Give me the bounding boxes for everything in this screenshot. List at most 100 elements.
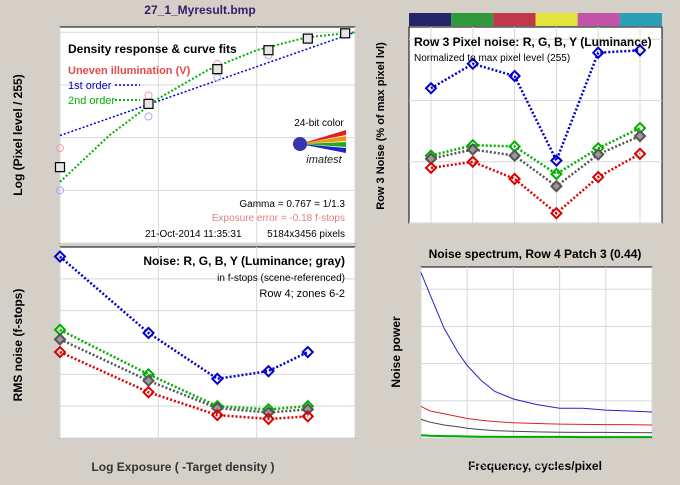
logo-name: imatest: [306, 154, 342, 166]
legend-1st-order: 1st order: [68, 80, 112, 92]
pixel-noise-line-b: [430, 49, 641, 164]
rms-point-y: [142, 374, 155, 388]
fit-1st-order-line: [59, 31, 356, 137]
rms-point-b: [210, 372, 224, 386]
patch-color-strip: [409, 13, 662, 26]
pixel-noise-subtitle: Normalized to max pixel level (255): [414, 53, 570, 64]
pixel-noise-point-g: [549, 167, 563, 181]
pixel-noise-line-r: [430, 152, 641, 215]
pixel-noise-point-b: [549, 154, 563, 167]
pixel-noise-line-g: [430, 126, 641, 176]
rms-point-y: [53, 332, 67, 346]
pixel-noise-point-b: [424, 81, 438, 95]
density-title: Density response & curve fits: [68, 42, 237, 56]
pixel-noise-point-r: [508, 172, 522, 186]
density-grid: [59, 27, 356, 244]
density-measured-point: [302, 33, 313, 44]
rms-series-line-b: [59, 255, 309, 381]
strip-swatch: [493, 13, 536, 26]
rms-series-line-y: [59, 338, 308, 414]
pixel-noise-panel: Row 3 Pixel noise: R, G, B, Y (Luminance…: [375, 13, 663, 224]
pixel-noise-point-b: [466, 57, 480, 71]
rms-note-1: in f-stops (scene-referenced): [217, 273, 345, 284]
rms-point-y: [301, 402, 315, 416]
imatest-logo-icon: [293, 130, 346, 153]
rms-point-b: [262, 364, 275, 378]
rms-series: [53, 250, 315, 426]
legend-2nd-order: 2nd order: [68, 95, 115, 107]
pixel-noise-point-r: [424, 161, 438, 175]
rms-xlabel: Log Exposure ( -Target density ): [91, 460, 274, 474]
pixel-noise-point-y: [549, 179, 563, 193]
density-measured-point: [143, 98, 154, 110]
spectrum-xlabel: Frequency, cycles/pixel: [468, 459, 602, 473]
rms-note-2: Row 4; zones 6-2: [259, 288, 345, 300]
pixel-noise-point-y: [633, 129, 647, 143]
rms-point-r: [262, 412, 275, 426]
density-measured-point: [263, 45, 274, 56]
window-title: 27_1_Myresult.bmp: [144, 3, 255, 17]
rms-point-b: [142, 326, 155, 340]
rms-title: Noise: R, G, B, Y (Luminance; gray): [143, 254, 345, 268]
watermark: http://blog.csdn.net/u010010060357: [360, 455, 567, 470]
rms-point-b: [53, 250, 67, 263]
pixel-noise-point-r: [466, 155, 480, 169]
pixel-noise-title: Row 3 Pixel noise: R, G, B, Y (Luminance…: [414, 35, 652, 49]
spectrum-ylabel: Noise power: [389, 316, 403, 388]
spectrum-title: Noise spectrum, Row 4 Patch 3 (0.44): [429, 247, 642, 261]
spectrum-line-y: [420, 418, 653, 434]
strip-swatch: [409, 13, 452, 26]
spectrum-plot-area: [420, 266, 653, 439]
density-measured-point: [340, 28, 351, 39]
density-channel-point: [56, 186, 64, 195]
pixel-noise-point-r: [549, 206, 563, 220]
density-measured-point: [212, 64, 223, 75]
logo-caption: 24-bit color: [294, 118, 344, 129]
rms-point-r: [301, 409, 315, 423]
pixel-noise-point-b: [633, 43, 647, 57]
pixel-noise-ylabel: Row 3 Noise (% of max pixel lvl): [375, 42, 387, 210]
pixel-noise-point-r: [591, 170, 605, 184]
pixel-noise-point-b: [508, 69, 522, 83]
pixel-noise-point-y: [466, 143, 480, 156]
rms-point-r: [53, 345, 67, 359]
pixel-noise-line-y: [430, 134, 641, 188]
date-text: 21-Oct-2014 11:35:31: [145, 229, 242, 240]
rms-point-r: [210, 408, 224, 422]
rms-series-line-r: [59, 350, 308, 421]
density-ylabel: Log (Pixel level / 255): [11, 74, 25, 195]
density-measured-point: [54, 162, 66, 173]
pixel-noise-series: [424, 43, 647, 220]
density-curves: [54, 28, 356, 195]
rms-point-y: [210, 401, 224, 415]
rms-noise-panel: Noise: R, G, B, Y (Luminance; gray) in f…: [11, 246, 356, 474]
density-channel-point: [144, 112, 153, 121]
exposure-error-text: Exposure error = -0.18 f-stops: [212, 213, 345, 224]
spectrum-line-g: [420, 434, 652, 439]
density-illum-point: [56, 144, 64, 153]
rms-point-r: [142, 385, 155, 399]
spectrum-series: [420, 272, 653, 439]
pixel-noise-grid: [409, 27, 662, 224]
strip-swatch: [535, 13, 578, 26]
strip-swatch: [577, 13, 620, 26]
spectrum-line-r: [420, 405, 653, 426]
pixel-noise-point-y: [508, 149, 522, 163]
pixel-noise-point-b: [591, 46, 605, 60]
density-plot-area: [59, 26, 356, 244]
pixel-noise-point-y: [591, 147, 605, 161]
noise-spectrum-panel: Noise spectrum, Row 4 Patch 3 (0.44) Fre…: [389, 247, 653, 473]
gamma-text: Gamma = 0.767 = 1/1.3: [239, 199, 345, 210]
strip-swatch: [451, 13, 494, 26]
density-panel: Density response & curve fits Uneven ill…: [11, 26, 356, 244]
density-subtitle: Uneven illumination (V): [68, 65, 191, 77]
pixel-noise-plot-area: [408, 26, 663, 224]
spectrum-line-b: [420, 272, 653, 413]
pixel-noise-point-r: [633, 147, 647, 161]
rms-ylabel: RMS noise (f-stops): [11, 289, 25, 402]
rms-point-b: [301, 345, 315, 359]
strip-swatch: [619, 13, 662, 26]
size-text: 5184x3456 pixels: [267, 229, 345, 240]
